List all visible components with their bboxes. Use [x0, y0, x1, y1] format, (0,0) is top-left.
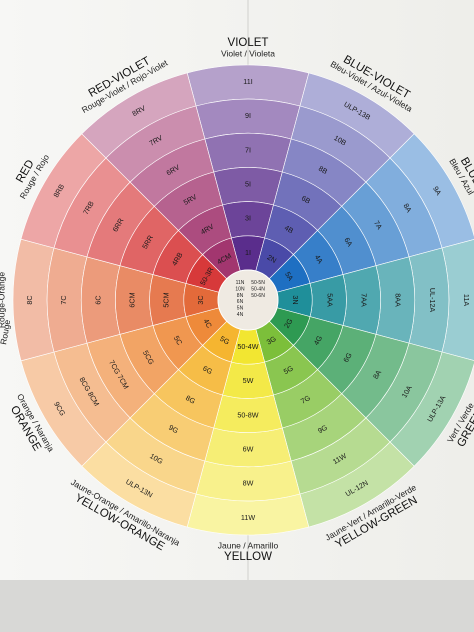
- shade-code-label: 5CM: [162, 292, 171, 307]
- shade-code-label: 9G: [316, 423, 329, 436]
- center-code-label: 8N: [237, 293, 244, 299]
- shade-code-label: 11W: [241, 513, 255, 522]
- shade-code-label: 9G: [167, 423, 180, 436]
- shade-code-label: 5W: [243, 376, 254, 385]
- shade-code-label: 4G: [312, 334, 325, 347]
- shade-code-label: 2G: [282, 316, 295, 329]
- shade-code-label: 3G: [265, 334, 278, 347]
- shade-code-label: 6G: [341, 351, 354, 364]
- family-name-yellow: YELLOW: [224, 551, 272, 563]
- shade-code-label: 8B: [317, 164, 329, 176]
- center-code-label: 50-4N: [251, 286, 265, 292]
- shade-code-label: 6W: [243, 444, 254, 453]
- shade-code-label: 11A: [462, 294, 471, 306]
- color-wheel: 11I9I7I5I3I1IULP-13B10B8B6B4B2N9A8A7A6A4…: [12, 64, 474, 536]
- shade-code-label: 6G: [201, 364, 214, 377]
- shade-code-label: 5C: [172, 334, 184, 346]
- shade-code-label: 6A: [342, 236, 354, 248]
- shade-code-label: 5A: [283, 270, 295, 282]
- shade-code-label: 4B: [283, 223, 295, 235]
- shade-code-label: 8A: [371, 368, 383, 380]
- shade-code-label: 7G: [299, 393, 312, 406]
- shade-code-label: 7C: [59, 295, 68, 304]
- shade-code-label: 8A: [402, 202, 414, 214]
- shade-code-label: 4C: [202, 317, 214, 329]
- center-code-label: 6N: [237, 299, 244, 305]
- family-name-violet: VIOLET: [228, 37, 269, 49]
- center-code-label: 10N: [235, 286, 245, 292]
- shade-code-label: 7A: [372, 219, 384, 231]
- shade-code-label: 3N: [291, 295, 300, 304]
- shade-code-label: 5I: [245, 179, 251, 188]
- shade-code-label: 8W: [243, 479, 254, 488]
- center-code-label: 50-5N: [251, 280, 265, 286]
- shade-code-label: 11I: [243, 77, 252, 86]
- shade-code-label: 5G: [218, 334, 231, 347]
- family-subtitle-yellow: Jaune / Amarillo: [218, 540, 279, 550]
- center-code-label: 11N: [236, 280, 245, 286]
- shade-code-label: 6B: [300, 193, 312, 205]
- shade-code-label: 50-8W: [237, 410, 258, 419]
- shade-code-label: 9A: [431, 185, 443, 197]
- shade-code-label: 7AA: [360, 293, 369, 307]
- family-subtitle-violet: Violet / Violeta: [221, 48, 275, 58]
- shade-code-label: 5AA: [325, 293, 334, 307]
- shade-code-label: 6CM: [127, 292, 136, 307]
- shade-code-label: 9I: [245, 111, 251, 120]
- shade-code-label: 3I: [245, 214, 251, 223]
- shade-code-label: 8G: [184, 393, 197, 406]
- center-code-label: 50-6N: [251, 293, 265, 299]
- shade-code-label: 50-4W: [237, 342, 258, 351]
- family-subtitle-red-orange: Rouge-Orange: [0, 272, 6, 329]
- center-code-label: 5N: [237, 306, 244, 312]
- shade-code-label: 6C: [93, 295, 102, 304]
- shade-code-label: 8AA: [394, 293, 403, 307]
- shade-code-label: 8C: [25, 295, 34, 304]
- shade-code-label: 5G: [282, 363, 295, 376]
- shade-code-label: 7I: [245, 145, 251, 154]
- center-code-label: 4N: [237, 312, 244, 318]
- card-bottom-edge: [0, 580, 474, 632]
- shade-code-label: 4A: [313, 253, 325, 265]
- shade-code-label: 3C: [196, 295, 205, 304]
- wheel-center-hub: [217, 269, 279, 331]
- shade-code-label: 2N: [266, 253, 278, 265]
- shade-code-label: 1I: [245, 248, 251, 257]
- shade-code-label: UL-12A: [428, 288, 437, 313]
